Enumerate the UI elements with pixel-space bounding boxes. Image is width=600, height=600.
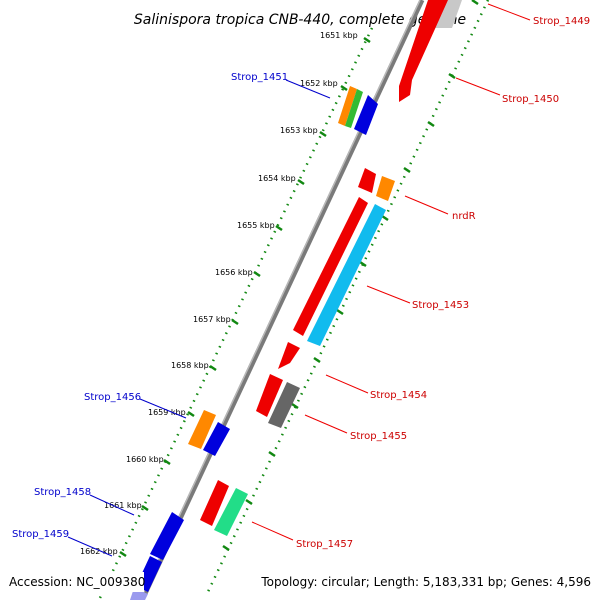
label-strop-1450[interactable]: Strop_1450 (502, 94, 559, 105)
label-strop-1453[interactable]: Strop_1453 (412, 300, 469, 311)
tick-label: 1659 kbp (148, 408, 186, 417)
leader-strop-1459 (67, 536, 113, 557)
footer-topology: Topology: circular; Length: 5,183,331 bp… (260, 575, 591, 589)
gene-strop-1451-green[interactable] (345, 89, 363, 128)
leader-strop-1456 (139, 398, 187, 419)
left-tick (209, 364, 217, 372)
left-tick (231, 318, 239, 326)
right-tick (448, 72, 456, 80)
map-title: Salinispora tropica CNB-440, complete ge… (134, 12, 466, 28)
gene-strop-1450[interactable] (399, 0, 448, 102)
tick-label: 1660 kbp (126, 455, 164, 464)
left-tick (119, 550, 127, 558)
left-tick (163, 458, 171, 466)
label-strop-1451[interactable]: Strop_1451 (231, 72, 288, 83)
gene-strop-1451-blue[interactable] (354, 95, 378, 135)
leader-strop-1451 (285, 79, 331, 99)
right-tick (403, 166, 411, 174)
tick-label: 1662 kbp (80, 547, 118, 556)
right-tick (359, 260, 367, 268)
tick-label: 1656 kbp (215, 268, 253, 277)
right-tick (291, 402, 299, 410)
tick-label: 1657 kbp (193, 315, 231, 324)
left-tick (297, 178, 305, 186)
gene-strop-1456[interactable] (188, 410, 216, 449)
right-tick (471, 0, 479, 6)
gene-strop-1456-blue[interactable] (203, 422, 230, 456)
tick-label: 1654 kbp (258, 174, 296, 183)
gene-strop-1457[interactable] (214, 488, 248, 536)
left-track-ticks (119, 36, 371, 558)
gene-strop-1458[interactable] (150, 512, 184, 560)
tick-label: 1652 kbp (300, 79, 338, 88)
right-tick (336, 308, 344, 316)
label-nrdr[interactable]: nrdR (452, 211, 476, 222)
tick-label: 1651 kbp (320, 31, 358, 40)
tick-label: 1655 kbp (237, 221, 275, 230)
footer-left-bg (6, 572, 144, 592)
right-tick (245, 498, 253, 506)
label-strop-1456[interactable]: Strop_1456 (84, 392, 141, 403)
leader-strop-1457 (251, 521, 294, 541)
right-labels: Strop_1449 Strop_1450 nrdR Strop_1453 St… (251, 3, 590, 550)
tick-label: 1661 kbp (104, 501, 142, 510)
label-strop-1459[interactable]: Strop_1459 (12, 529, 69, 540)
left-tick (253, 270, 261, 278)
leader-strop-1455 (304, 414, 348, 434)
right-tick (381, 214, 389, 222)
gene-nrdr[interactable] (376, 176, 395, 201)
leader-strop-1458 (89, 494, 135, 516)
footer-accession: Accession: NC_009380 (9, 575, 145, 589)
right-track-ticks (222, 0, 479, 552)
gene-strop-1454b[interactable] (256, 374, 283, 417)
right-tick (222, 544, 230, 552)
footer-right-bg (256, 572, 596, 592)
genome-backbone (139, 0, 425, 600)
left-labels: Strop_1451 Strop_1456 Strop_1458 Strop_1… (12, 72, 331, 557)
left-tick (187, 410, 195, 418)
tick-labels: 1651 kbp 1652 kbp 1653 kbp 1654 kbp 1655… (80, 31, 358, 556)
leader-strop-1449 (487, 3, 531, 21)
label-strop-1457[interactable]: Strop_1457 (296, 539, 353, 550)
gene-strop-1451[interactable] (338, 86, 357, 126)
left-tick (141, 504, 149, 512)
label-strop-1454[interactable]: Strop_1454 (370, 390, 427, 401)
right-tick (427, 120, 435, 128)
left-tick (319, 130, 327, 138)
gene-strop-1454[interactable] (278, 342, 300, 369)
label-strop-1455[interactable]: Strop_1455 (350, 431, 407, 442)
right-tick (313, 356, 321, 364)
right-tick (268, 450, 276, 458)
tick-label: 1658 kbp (171, 361, 209, 370)
genome-backbone-highlight (139, 0, 421, 600)
gene-strop-1455[interactable] (268, 382, 300, 428)
leader-strop-1453 (366, 285, 411, 304)
left-tick (275, 224, 283, 232)
left-dotted-track (97, 27, 374, 600)
gene-strop-1457-red[interactable] (200, 480, 229, 526)
gene-strop-1453[interactable] (307, 204, 386, 346)
left-tick (363, 36, 371, 44)
leader-nrdr (404, 195, 449, 215)
tick-label: 1653 kbp (280, 126, 318, 135)
label-strop-1449[interactable]: Strop_1449 (533, 16, 590, 27)
left-tick (340, 84, 348, 92)
leader-strop-1450 (455, 77, 501, 96)
gene-long-red[interactable] (293, 197, 368, 336)
label-strop-1458[interactable]: Strop_1458 (34, 487, 91, 498)
leader-strop-1454 (325, 374, 369, 394)
gene-nrdr-red[interactable] (358, 168, 376, 193)
